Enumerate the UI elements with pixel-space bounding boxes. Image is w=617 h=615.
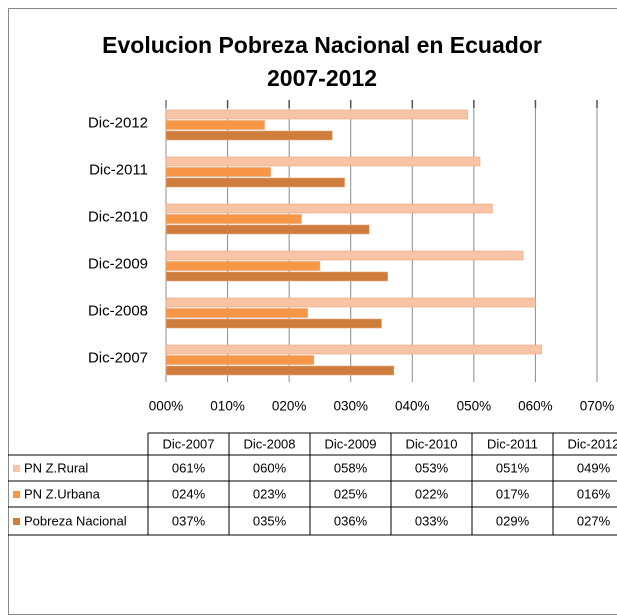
y-tick-label: Dic-2007 (88, 349, 148, 366)
table-cell: 029% (496, 513, 530, 528)
x-tick-label: 040% (395, 399, 430, 414)
x-tick-label: 020% (272, 399, 307, 414)
bar (165, 130, 333, 141)
table-cell: 061% (172, 460, 206, 475)
bar (165, 109, 469, 120)
table-header: Dic-2009 (324, 436, 376, 451)
table-cell: 049% (577, 460, 611, 475)
table-cell: 023% (253, 486, 287, 501)
bar (165, 177, 345, 188)
x-tick-label: 070% (580, 399, 615, 414)
table-cell: 053% (415, 460, 449, 475)
table-cell: 051% (496, 460, 530, 475)
legend-key (13, 465, 20, 472)
x-tick-label: 050% (457, 399, 492, 414)
bar (165, 271, 388, 282)
y-tick-label: Dic-2008 (88, 302, 148, 319)
legend-label: PN Z.Rural (24, 460, 88, 475)
table-cell: 024% (172, 486, 206, 501)
bar (165, 120, 265, 130)
x-tick-label: 060% (518, 399, 553, 414)
table-header: Dic-2012 (567, 436, 617, 451)
bar (165, 156, 481, 167)
y-tick-label: Dic-2011 (89, 161, 148, 178)
chart-frame (8, 8, 617, 615)
bar (165, 214, 302, 224)
table-cell: 036% (334, 513, 368, 528)
table-header: Dic-2007 (162, 436, 214, 451)
bar (165, 344, 542, 355)
legend-key (13, 491, 20, 498)
table-header: Dic-2008 (243, 436, 295, 451)
table-cell: 033% (415, 513, 449, 528)
table-header: Dic-2010 (405, 436, 457, 451)
x-tick-label: 010% (210, 399, 245, 414)
table-cell: 035% (253, 513, 287, 528)
table-cell: 022% (415, 486, 449, 501)
legend-key (13, 518, 20, 525)
table-cell: 060% (253, 460, 287, 475)
legend-label: Pobreza Nacional (24, 513, 127, 528)
table-header: Dic-2011 (487, 436, 538, 451)
table-cell: 037% (172, 513, 206, 528)
table-cell: 016% (577, 486, 611, 501)
chart-title: 2007-2012 (267, 65, 377, 91)
bar (165, 203, 493, 214)
bar (165, 261, 321, 271)
table-cell: 058% (334, 460, 368, 475)
legend-label: PN Z.Urbana (24, 486, 101, 501)
chart-title: Evolucion Pobreza Nacional en Ecuador (102, 32, 542, 58)
y-tick-label: Dic-2009 (88, 255, 148, 272)
bar (165, 167, 271, 177)
x-tick-label: 030% (333, 399, 368, 414)
x-tick-label: 000% (149, 399, 184, 414)
bar (165, 365, 395, 376)
bar (165, 308, 308, 318)
table-cell: 017% (496, 486, 530, 501)
bar (165, 318, 382, 329)
y-tick-label: Dic-2012 (88, 114, 148, 131)
bar (165, 224, 370, 235)
bar (165, 355, 315, 365)
y-tick-label: Dic-2010 (88, 208, 148, 225)
table-cell: 025% (334, 486, 368, 501)
table-cell: 027% (577, 513, 611, 528)
bar (165, 250, 524, 261)
bar (165, 297, 536, 308)
